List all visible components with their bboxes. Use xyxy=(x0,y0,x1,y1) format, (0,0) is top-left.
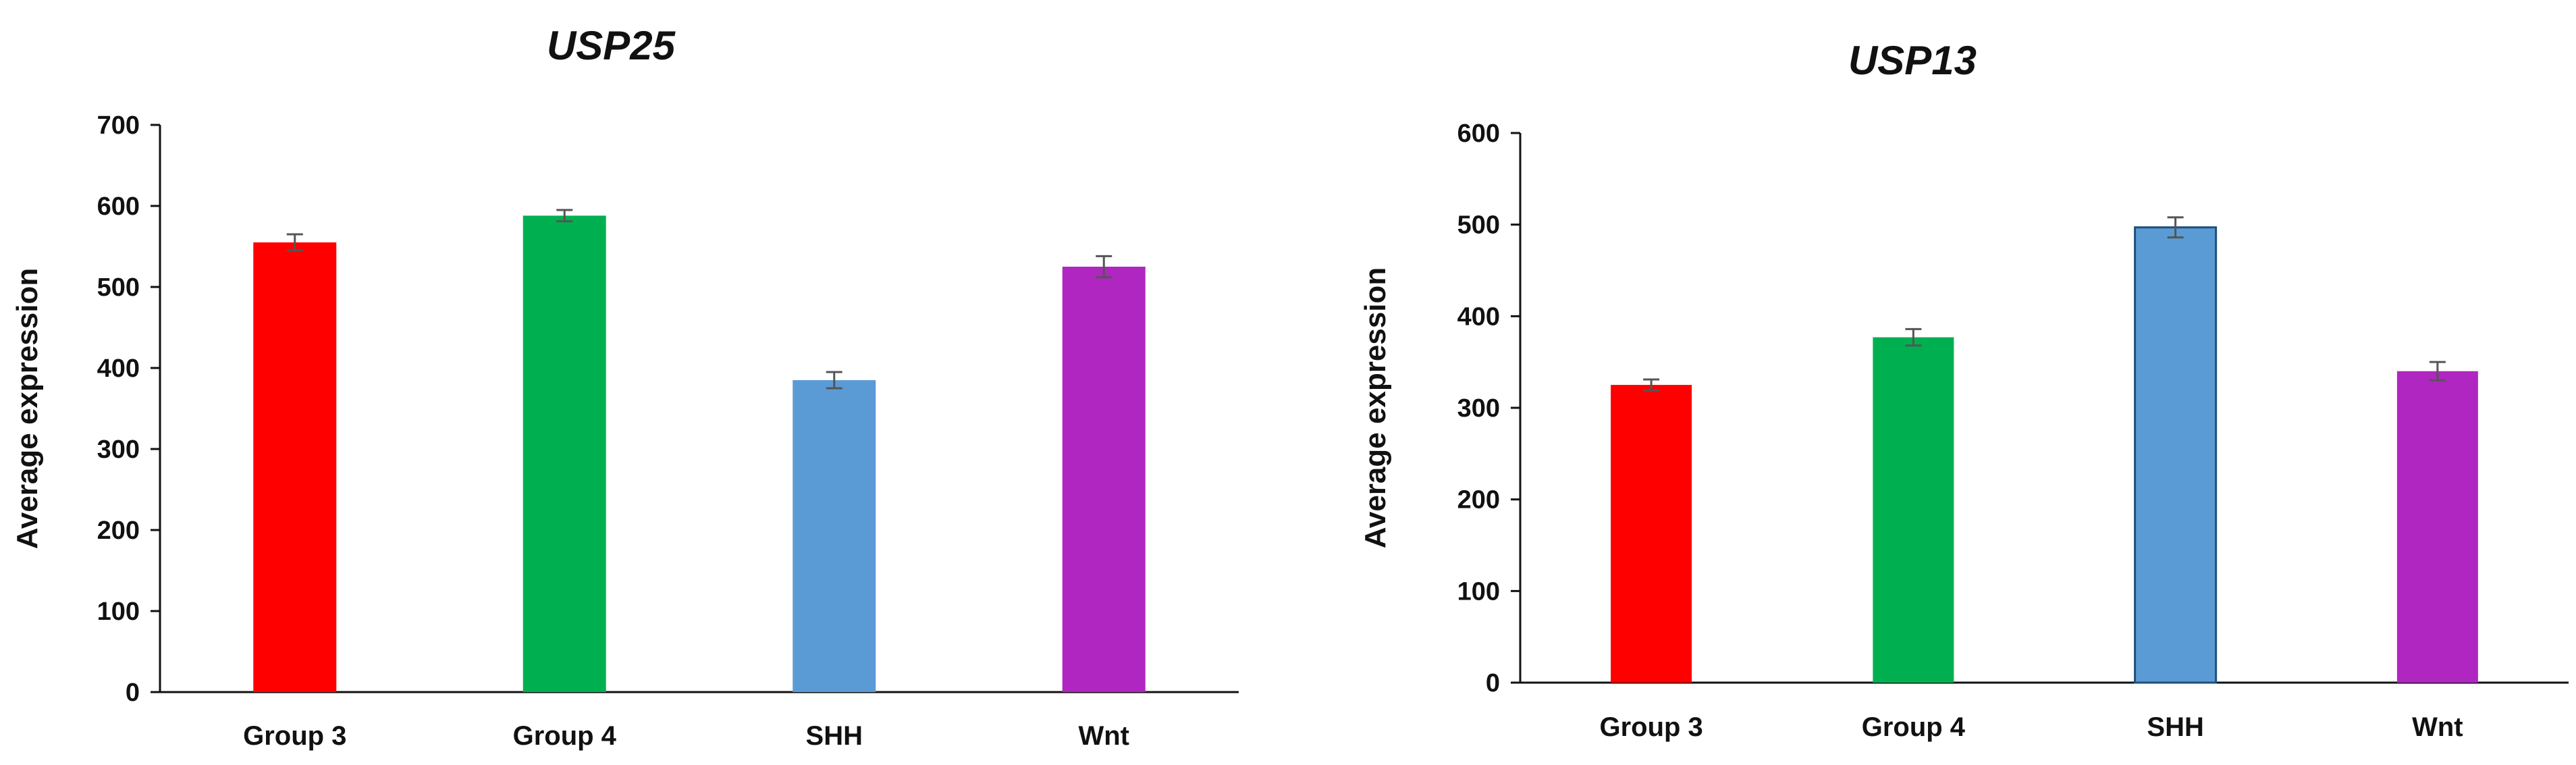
y-axis-label: Average expression xyxy=(11,268,44,550)
bar xyxy=(1611,385,1692,683)
y-tick-label: 200 xyxy=(1457,486,1500,515)
y-tick-label: 400 xyxy=(97,354,140,383)
x-tick-label: SHH xyxy=(806,721,863,751)
y-tick-label: 700 xyxy=(97,111,140,140)
y-tick-label: 200 xyxy=(97,517,140,545)
bar xyxy=(253,242,337,692)
x-tick-label: Group 3 xyxy=(243,721,346,751)
x-tick-label: Group 4 xyxy=(1862,712,1966,742)
y-tick-label: 400 xyxy=(1457,302,1500,331)
bar xyxy=(793,380,876,692)
y-tick-label: 0 xyxy=(126,679,140,707)
y-tick-label: 100 xyxy=(97,598,140,626)
y-tick-label: 600 xyxy=(97,192,140,221)
bar xyxy=(1062,267,1146,692)
y-tick-label: 500 xyxy=(97,273,140,302)
y-tick-label: 300 xyxy=(97,436,140,464)
chart-title: USP25 xyxy=(547,23,676,68)
bar xyxy=(522,215,606,692)
y-tick-label: 300 xyxy=(1457,394,1500,423)
y-axis-label: Average expression xyxy=(1359,267,1392,549)
x-tick-label: Group 3 xyxy=(1599,712,1702,742)
chart-usp13: USP13 Average expression 0 100 200 300 400 500 6… xyxy=(1323,0,2576,765)
y-tick-label: 100 xyxy=(1457,577,1500,606)
bar xyxy=(2134,226,2218,684)
x-tick-label: Wnt xyxy=(2412,712,2463,742)
x-tick-label: SHH xyxy=(2147,712,2203,742)
y-tick-label: 500 xyxy=(1457,211,1500,240)
chart-usp25: USP25 Average expression 0 100 200 300 400 500 6… xyxy=(0,0,1269,765)
bar xyxy=(2396,371,2478,683)
chart-usp13-svg: USP13 Average expression 0 100 200 300 400 500 6… xyxy=(1359,38,2569,742)
chart-usp25-svg: USP25 Average expression 0 100 200 300 400 500 6… xyxy=(11,23,1239,751)
y-tick-label: 600 xyxy=(1457,120,1500,148)
x-tick-label: Group 4 xyxy=(513,721,617,751)
chart-title: USP13 xyxy=(1848,38,1977,83)
bar xyxy=(1873,337,1954,683)
y-tick-label: 0 xyxy=(1486,669,1500,697)
x-tick-label: Wnt xyxy=(1078,721,1129,751)
